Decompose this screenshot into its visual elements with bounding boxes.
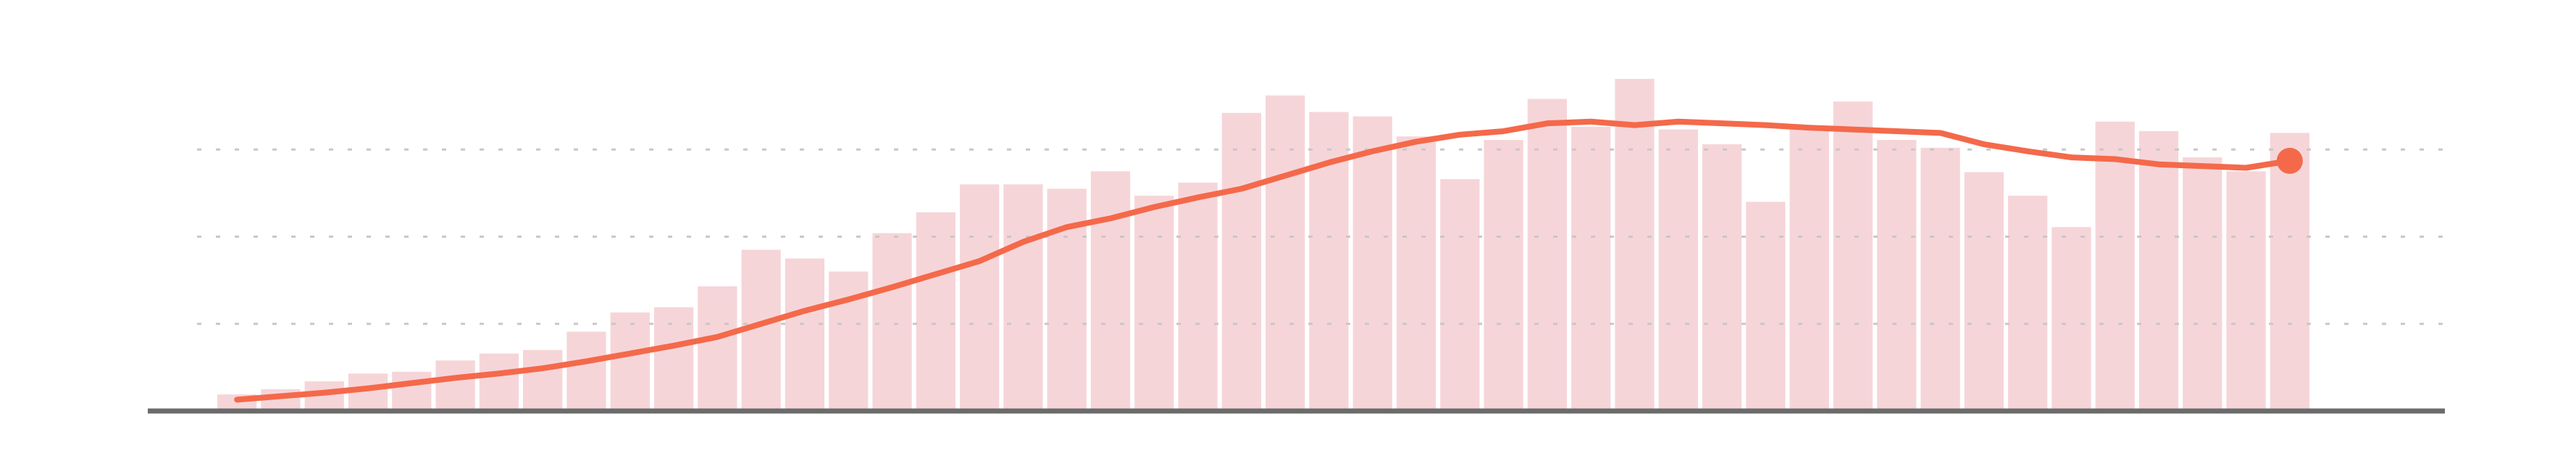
bar <box>698 286 737 411</box>
bar <box>1134 195 1174 411</box>
bar <box>2007 195 2048 411</box>
bar <box>2052 227 2091 411</box>
bar <box>1527 99 1568 411</box>
bar <box>2095 121 2135 411</box>
bar <box>1789 129 1829 411</box>
bar <box>1090 171 1131 411</box>
bar <box>829 271 869 411</box>
bar <box>1615 78 1655 411</box>
trend-line <box>234 118 2293 403</box>
bar <box>2138 130 2179 411</box>
bar <box>2183 157 2222 411</box>
bar <box>1352 116 1392 411</box>
bar <box>566 331 606 411</box>
bar <box>2270 133 2309 411</box>
bar <box>523 349 563 411</box>
bar <box>872 233 912 411</box>
bar <box>435 360 475 411</box>
bar <box>479 353 519 411</box>
bar <box>916 212 955 411</box>
bar <box>392 371 432 411</box>
bar <box>1702 144 1742 411</box>
bar <box>1266 95 1305 411</box>
bar <box>1178 182 1218 411</box>
bar <box>1964 172 2004 411</box>
bar <box>610 312 650 411</box>
bar <box>959 184 1000 411</box>
bar <box>1484 140 1523 411</box>
bar <box>1746 202 1786 411</box>
bar <box>1833 101 1873 412</box>
bar <box>1571 126 1611 412</box>
bar <box>785 258 825 411</box>
bar <box>1658 129 1698 411</box>
bar <box>2226 171 2266 411</box>
bar <box>1877 140 1917 411</box>
bar <box>1396 136 1437 411</box>
bar <box>1920 147 1960 411</box>
end-marker <box>2276 147 2303 174</box>
bar <box>1003 184 1043 411</box>
bar <box>1440 179 1480 411</box>
bar <box>1221 112 1261 411</box>
